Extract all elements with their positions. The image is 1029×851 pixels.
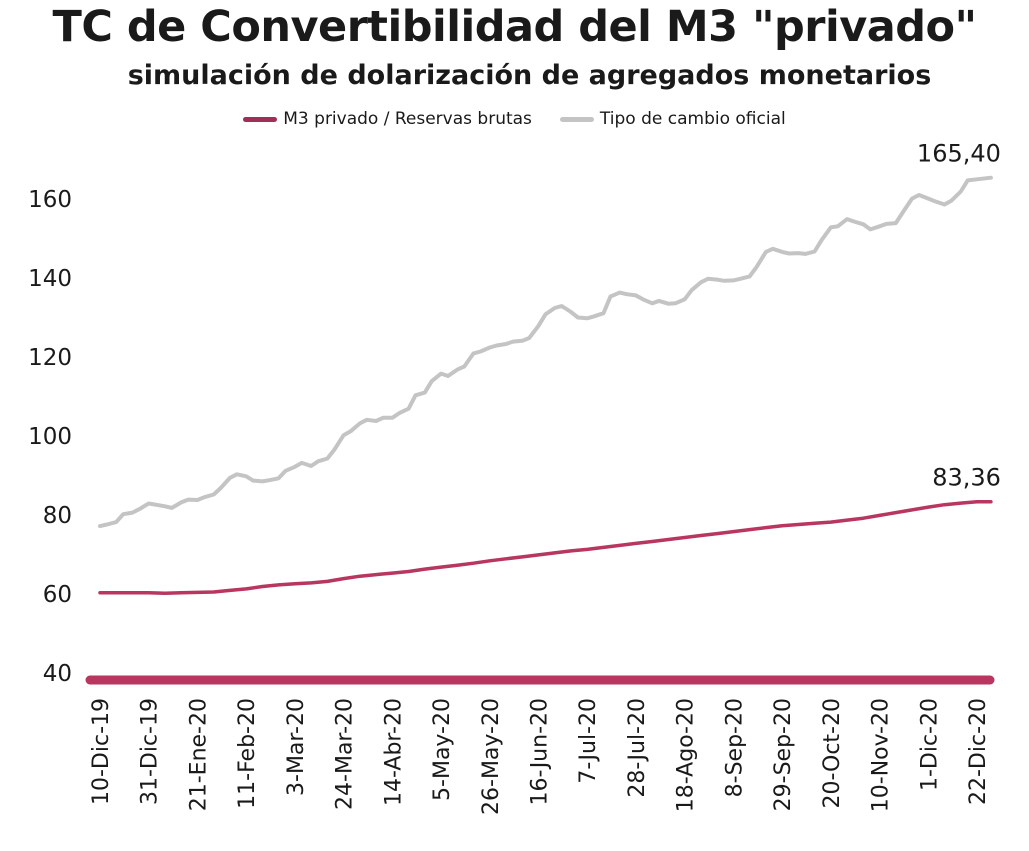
chart-title: TC de Convertibilidad del M3 "privado": [52, 2, 977, 52]
end-label-m3: 83,36: [932, 464, 1001, 492]
legend-label-m3: M3 privado / Reservas brutas: [283, 109, 532, 129]
x-tick-label: 11-Feb-20: [235, 698, 260, 809]
x-tick-label: 18-Ago-20: [674, 698, 699, 812]
x-tick-label: 10-Nov-20: [869, 698, 894, 812]
series-line-tc: [98, 175, 993, 529]
series-line-m3: [98, 499, 993, 595]
x-tick-label: 10-Dic-19: [89, 698, 114, 805]
x-tick-label: 21-Ene-20: [186, 698, 211, 811]
x-tick-label: 29-Sep-20: [771, 698, 796, 811]
y-tick-label: 60: [43, 582, 72, 608]
y-tick-label: 140: [28, 266, 72, 292]
legend-entry-m3: M3 privado / Reservas brutas: [243, 109, 532, 129]
x-tick-label: 20-Oct-20: [820, 698, 845, 809]
x-tick-label: 16-Jun-20: [528, 698, 553, 805]
x-tick-label: 1-Dic-20: [917, 698, 942, 791]
y-tick-label: 120: [28, 345, 72, 371]
end-label-tc: 165,40: [917, 140, 1001, 168]
legend: M3 privado / Reservas brutas Tipo de cam…: [0, 109, 1029, 129]
legend-entry-tc: Tipo de cambio oficial: [559, 109, 786, 129]
x-tick-label: 31-Dic-19: [138, 698, 163, 805]
x-tick-label: 26-May-20: [479, 698, 504, 815]
x-tick-label: 22-Dic-20: [966, 698, 991, 805]
x-tick-label: 14-Abr-20: [381, 698, 406, 806]
y-tick-label: 160: [28, 187, 72, 213]
legend-swatch-tc: [559, 116, 594, 122]
y-tick-label: 80: [43, 503, 72, 529]
x-tick-label: 7-Jul-20: [576, 698, 601, 784]
x-tick-label: 24-Mar-20: [333, 698, 358, 810]
x-tick-label: 28-Jul-20: [625, 698, 650, 798]
x-tick-label: 3-Mar-20: [284, 698, 309, 796]
y-tick-label: 40: [43, 661, 72, 687]
y-tick-label: 100: [28, 424, 72, 450]
x-tick-label: 8-Sep-20: [722, 698, 747, 797]
chart-subtitle: simulación de dolarización de agregados …: [127, 60, 932, 91]
x-tick-label: 5-May-20: [430, 698, 455, 801]
legend-swatch-m3: [243, 116, 278, 122]
legend-label-tc: Tipo de cambio oficial: [599, 109, 786, 129]
